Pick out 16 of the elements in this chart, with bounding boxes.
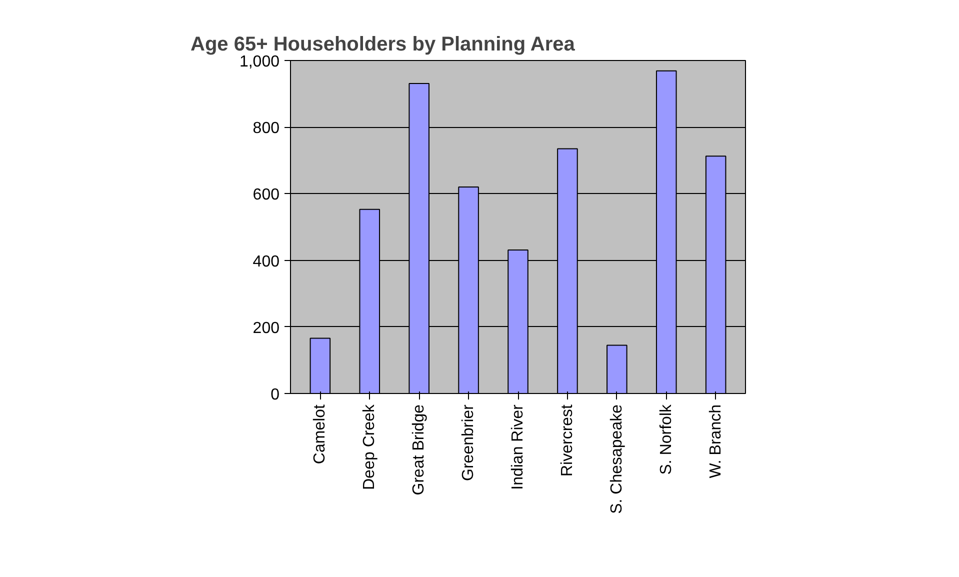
y-tick-label: 1,000: [239, 54, 280, 70]
x-tick-label: Rivercrest: [558, 404, 576, 477]
x-tick-label: Greenbrier: [460, 404, 478, 481]
y-tick-label: 800: [252, 120, 280, 138]
x-tick-label: W. Branch: [707, 404, 724, 478]
chart-title: Age 65+ Householders by Planning Area: [190, 34, 576, 56]
x-tick-label: Deep Creek: [361, 404, 378, 490]
x-tick-label: Camelot: [312, 404, 329, 464]
y-tick-label: 0: [270, 386, 280, 404]
x-tick-label: Great Bridge: [410, 404, 428, 496]
x-tick-label: S. Chesapeake: [608, 404, 626, 514]
y-tick-label: 200: [252, 320, 280, 337]
y-tick-label: 600: [252, 186, 280, 204]
x-tick-label: S. Norfolk: [658, 404, 675, 475]
y-tick-label: 400: [252, 253, 280, 270]
x-tick-label: Indian River: [510, 404, 526, 490]
